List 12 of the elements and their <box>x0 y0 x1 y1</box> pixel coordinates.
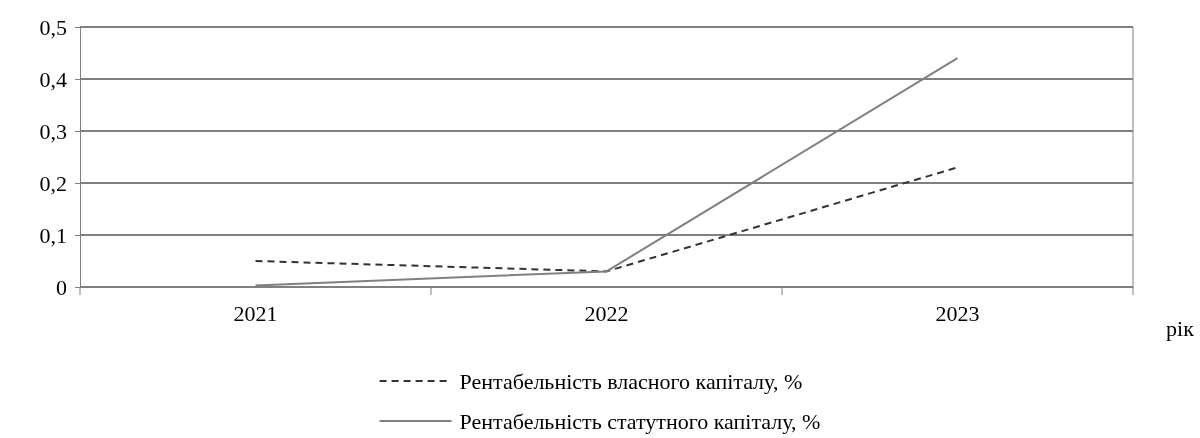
x-tick-label: 2023 <box>935 300 980 326</box>
x-axis-title: рік <box>1166 316 1195 341</box>
x-tick-label: 2021 <box>233 300 278 326</box>
y-tick-label: 0,3 <box>39 118 67 144</box>
y-tick-label: 0 <box>56 274 67 300</box>
y-tick-label: 0,1 <box>39 222 67 248</box>
y-tick-label: 0,5 <box>39 14 67 40</box>
y-tick-label: 0,2 <box>39 170 67 196</box>
y-tick-label: 0,4 <box>39 66 67 92</box>
legend-label: Рентабельність власного капіталу, % <box>459 369 803 394</box>
x-tick-label: 2022 <box>584 300 629 326</box>
legend-label: Рентабельність статутного капіталу, % <box>459 409 821 434</box>
